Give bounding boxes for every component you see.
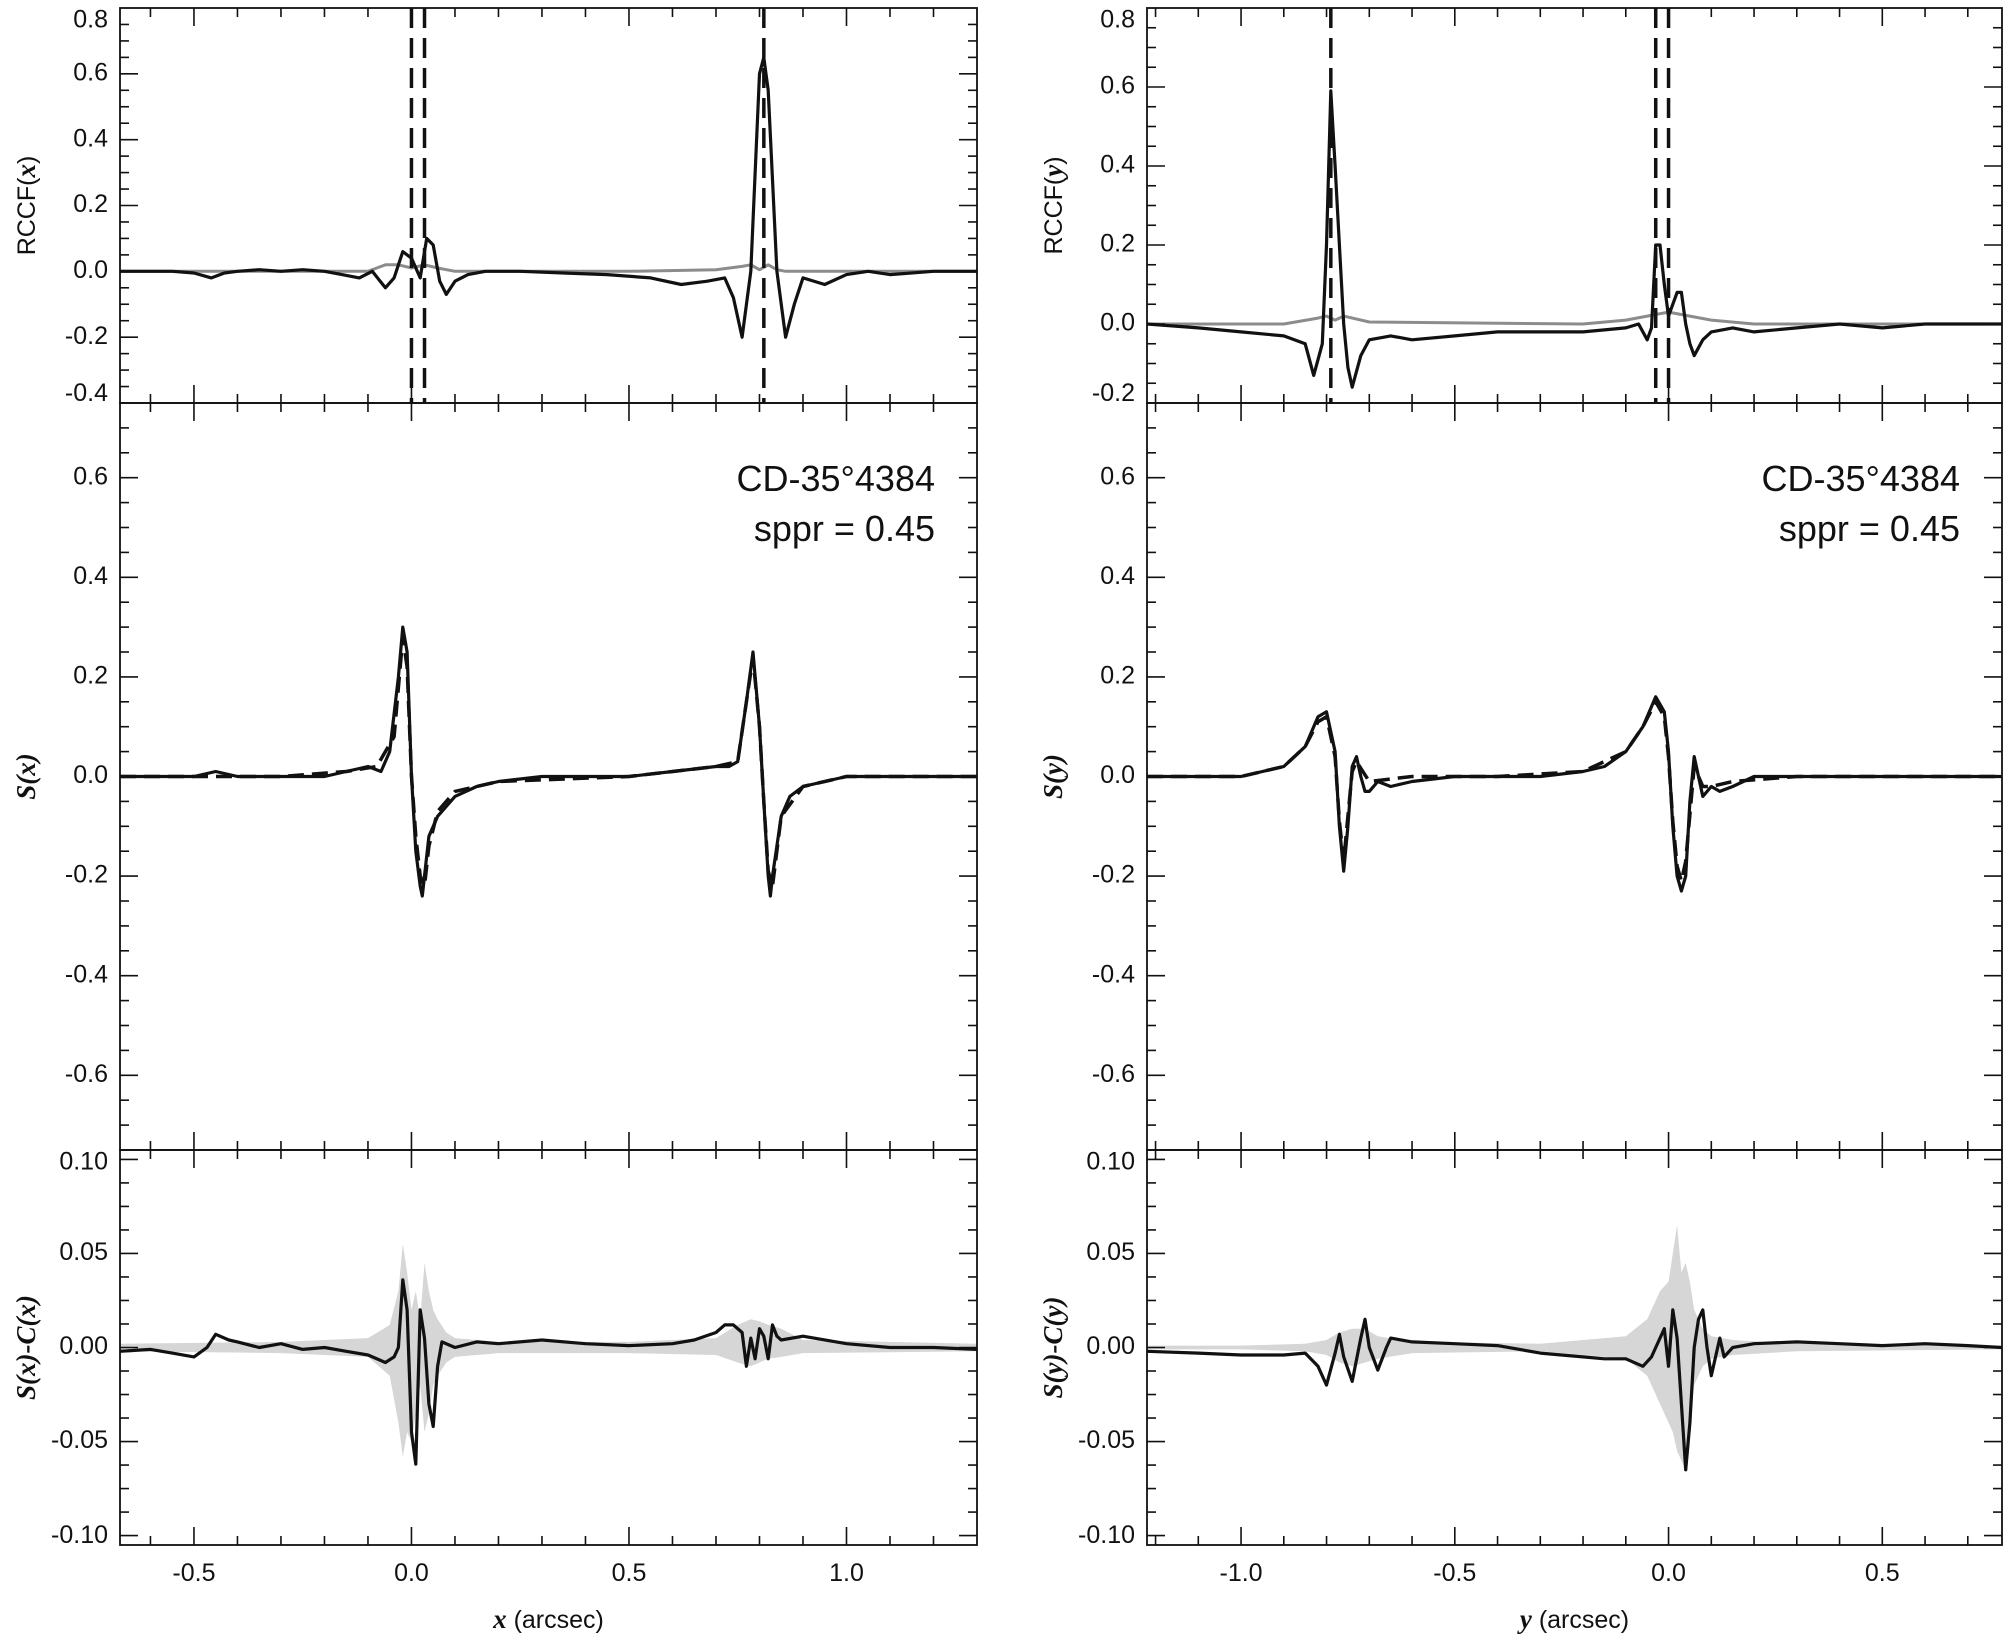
y-tick-label: 0.10	[1086, 1148, 1135, 1176]
y-tick-label: -0.4	[65, 960, 108, 988]
panel-annotation: sppr = 0.45	[1779, 508, 1960, 549]
y-tick-label: -0.2	[65, 861, 108, 889]
series-line-secondary	[1147, 310, 2002, 326]
plot-area	[1147, 695, 2002, 893]
y-tick-label: 0.05	[59, 1238, 108, 1266]
y-tick-label: -0.2	[1092, 861, 1135, 889]
y-tick-label: 0.6	[1100, 462, 1135, 490]
uncertainty-envelope	[1147, 1225, 2002, 1470]
x-axis-label: x (arcsec)	[492, 1604, 604, 1634]
y-tick-label: 0.2	[1100, 230, 1135, 258]
y-tick-label: 0.0	[1100, 761, 1135, 789]
y-tick-label: 0.8	[1100, 6, 1135, 34]
y-tick-label: -0.2	[65, 322, 108, 350]
series-line-model	[1147, 700, 2002, 883]
y-tick-label: 0.0	[1100, 309, 1135, 337]
y-tick-label: -0.10	[51, 1521, 108, 1549]
y-axis-label: RCCF(y)	[1038, 156, 1068, 254]
x-axis-label-variable: y	[1517, 1604, 1533, 1634]
y-axis-label-variable: S(y)-C(y)	[1038, 1297, 1068, 1399]
y-tick-label: 0.6	[73, 58, 108, 86]
series-line-main	[120, 55, 977, 339]
y-tick-label: 0.6	[73, 462, 108, 490]
y-axis-label-variable: S(y)	[1038, 754, 1068, 799]
y-axis-label-variable: S(x)	[11, 753, 41, 800]
y-axis-label-variable: x	[11, 164, 41, 179]
x-axis-label-unit: (arcsec)	[507, 1606, 604, 1634]
y-tick-label: 0.6	[1100, 72, 1135, 100]
panel-annotation: CD-35°4384	[736, 458, 935, 499]
y-tick-label: -0.10	[1078, 1521, 1135, 1549]
series-line-main	[1147, 1308, 2002, 1472]
x-tick-label: -0.5	[172, 1559, 215, 1587]
x-axis-label: y (arcsec)	[1517, 1604, 1629, 1634]
panel-diff-y: -0.10 -0.05 0.00 0.05 0.10 -1.0 -0.5 0.0 0.5 S(y)…	[1038, 1148, 2003, 1634]
y-axis-label-prefix: RCCF(	[13, 177, 41, 255]
y-tick-label: 0.4	[1100, 562, 1135, 590]
panel-s-x: -0.6 -0.4 -0.2 0.0 0.2 0.4 0.6 S(x) CD-35°4384 sp…	[11, 402, 978, 1151]
plot-area	[1147, 8, 2002, 403]
x-axis-label-unit: (arcsec)	[1532, 1606, 1629, 1634]
uncertainty-envelope	[120, 1244, 977, 1457]
plot-area	[120, 8, 977, 403]
y-axis-label: S(y)	[1038, 754, 1068, 799]
x-tick-label: -0.5	[1433, 1559, 1476, 1587]
y-tick-label: -0.2	[1092, 379, 1135, 407]
y-axis-label-suffix: )	[13, 156, 41, 164]
y-tick-label: 0.00	[59, 1332, 108, 1360]
panel-frame	[119, 7, 978, 404]
y-tick-label: -0.4	[65, 379, 108, 407]
x-tick-label: 0.0	[394, 1559, 429, 1587]
panel-rccf-y: -0.2 0.0 0.2 0.4 0.6 0.8 RCCF(y)	[1038, 6, 2003, 407]
y-tick-label: 0.0	[73, 761, 108, 789]
y-axis-label-prefix: RCCF(	[1040, 176, 1068, 254]
series-line-main	[1147, 89, 2002, 389]
x-tick-label: 0.0	[1651, 1559, 1686, 1587]
y-tick-label: 0.10	[59, 1148, 108, 1176]
y-tick-label: 0.0	[73, 256, 108, 284]
y-tick-label: -0.6	[1092, 1060, 1135, 1088]
y-axis-label-variable: y	[1038, 164, 1068, 180]
y-tick-label: -0.4	[1092, 960, 1135, 988]
x-axis-label-variable: x	[492, 1604, 507, 1634]
panel-annotation: sppr = 0.45	[754, 508, 935, 549]
y-tick-label: 0.2	[73, 190, 108, 218]
series-line-model	[120, 635, 977, 888]
plot-area	[120, 625, 977, 898]
y-axis-label: S(x)-C(x)	[11, 1295, 41, 1400]
y-tick-label: -0.05	[1078, 1426, 1135, 1454]
y-tick-label: 0.8	[73, 6, 108, 34]
y-tick-label: -0.05	[51, 1426, 108, 1454]
y-axis-label: S(x)	[11, 753, 41, 800]
plot-area	[120, 1244, 977, 1466]
y-tick-label: 0.4	[1100, 151, 1135, 179]
panel-rccf-x: -0.4 -0.2 0.0 0.2 0.4 0.6 0.8 RCCF(x)	[11, 6, 978, 407]
y-axis-label-variable: S(x)-C(x)	[11, 1295, 41, 1400]
y-tick-label: 0.2	[1100, 662, 1135, 690]
plot-area	[1147, 1225, 2002, 1472]
panel-frame	[1146, 7, 2003, 404]
y-axis-label-suffix: )	[1040, 156, 1068, 164]
x-tick-label: 1.0	[829, 1559, 864, 1587]
x-tick-label: -1.0	[1220, 1559, 1263, 1587]
y-tick-label: 0.4	[73, 124, 108, 152]
y-tick-label: 0.4	[73, 562, 108, 590]
y-axis-label: S(y)-C(y)	[1038, 1297, 1068, 1399]
panel-diff-x: -0.10 -0.05 0.00 0.05 0.10 -0.5 0.0 0.5 1.0 S(x)-…	[11, 1148, 978, 1634]
panel-annotation: CD-35°4384	[1761, 458, 1960, 499]
x-tick-label: 0.5	[612, 1559, 647, 1587]
y-tick-label: 0.00	[1086, 1332, 1135, 1360]
y-tick-label: 0.05	[1086, 1238, 1135, 1266]
series-line-main	[120, 1278, 977, 1466]
y-tick-label: -0.6	[65, 1060, 108, 1088]
panel-s-y: -0.6 -0.4 -0.2 0.0 0.2 0.4 0.6 S(y) CD-35°4384 sp…	[1038, 402, 2003, 1151]
series-line-main	[120, 625, 977, 898]
y-axis-label: RCCF(x)	[11, 156, 41, 256]
series-line-main	[1147, 695, 2002, 893]
x-tick-label: 0.5	[1865, 1559, 1900, 1587]
y-tick-label: 0.2	[73, 662, 108, 690]
